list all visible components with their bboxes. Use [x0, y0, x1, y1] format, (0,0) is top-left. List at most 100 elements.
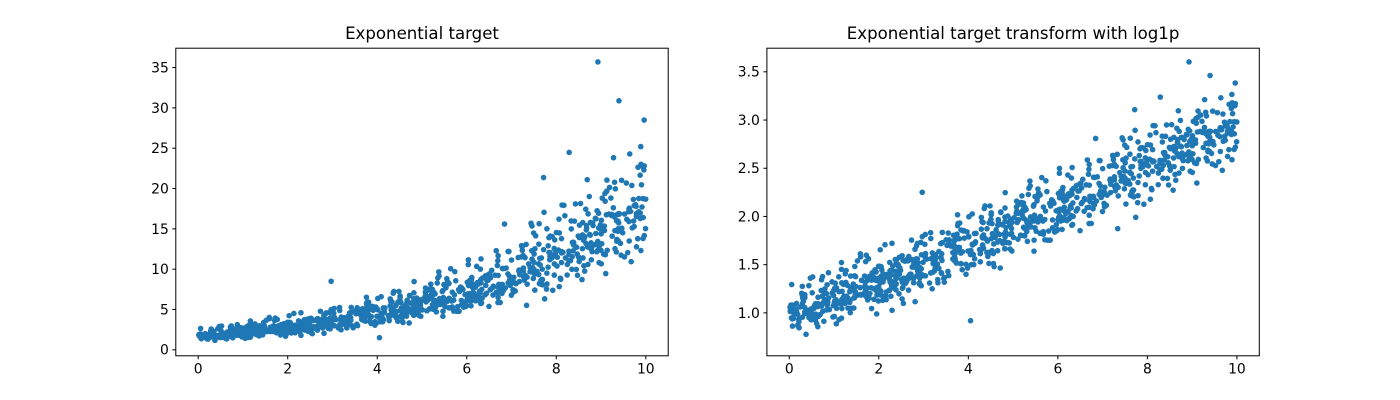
data-point: [927, 229, 934, 236]
data-point: [1186, 59, 1192, 65]
data-point: [818, 301, 825, 308]
data-point: [417, 299, 424, 305]
data-point: [958, 260, 964, 267]
data-point: [868, 277, 875, 283]
data-point: [1077, 227, 1083, 234]
data-point: [1027, 178, 1033, 184]
data-point: [845, 305, 851, 311]
data-point: [641, 117, 647, 123]
data-point: [1107, 189, 1114, 196]
data-point: [462, 303, 469, 310]
x-tick-label: 0: [194, 361, 203, 377]
data-point: [825, 269, 832, 276]
data-point: [627, 208, 634, 215]
y-tick-label: 3.5: [738, 65, 760, 81]
data-point: [495, 257, 501, 264]
data-point: [1096, 180, 1102, 187]
data-point: [888, 282, 895, 289]
data-point: [831, 313, 838, 320]
data-point: [951, 237, 957, 244]
data-point: [1230, 124, 1236, 130]
data-point: [621, 211, 628, 217]
data-point: [984, 249, 990, 256]
data-point: [971, 255, 978, 262]
x-tick-label: 6: [1053, 361, 1062, 377]
data-point: [467, 297, 473, 304]
data-point: [1193, 120, 1200, 127]
data-point: [1134, 199, 1141, 206]
data-point: [538, 255, 545, 261]
data-point: [626, 238, 632, 244]
data-point: [422, 285, 429, 291]
data-point: [880, 271, 886, 278]
data-point: [1118, 178, 1124, 184]
data-point: [1224, 123, 1230, 130]
data-point: [582, 206, 589, 212]
data-point: [439, 288, 446, 295]
data-point: [813, 320, 820, 327]
data-point: [1013, 198, 1020, 204]
data-point: [945, 272, 952, 279]
data-point: [912, 246, 918, 253]
data-point: [1224, 153, 1231, 160]
data-point: [367, 318, 373, 325]
data-point: [1205, 148, 1211, 155]
data-point: [500, 287, 507, 294]
data-point: [1147, 132, 1153, 138]
data-point: [941, 274, 948, 281]
data-point: [331, 305, 337, 312]
data-point: [447, 265, 454, 272]
data-point: [230, 329, 237, 336]
data-point: [1229, 156, 1235, 163]
data-point: [836, 274, 842, 280]
data-point: [389, 305, 396, 312]
data-point: [392, 314, 399, 320]
data-point: [376, 334, 383, 341]
data-point: [916, 266, 922, 272]
data-point: [1193, 115, 1199, 122]
data-point: [1157, 166, 1163, 173]
data-point: [633, 203, 639, 210]
data-point: [1028, 224, 1034, 230]
data-point: [838, 315, 845, 321]
data-point: [549, 287, 556, 294]
data-point: [818, 287, 824, 294]
axes-right: 0 2 4 6 8 10 1.0 1.5 2.0 2.5 3.0 3.5 Exponential tar…: [738, 24, 1260, 377]
data-point: [584, 176, 591, 183]
data-point: [830, 292, 837, 299]
data-point: [1172, 177, 1179, 184]
data-point: [847, 287, 854, 293]
scatter-points-right: [787, 59, 1240, 338]
data-point: [883, 296, 889, 303]
data-point: [635, 195, 642, 202]
data-point: [611, 179, 618, 186]
data-point: [1081, 208, 1087, 215]
data-point: [530, 275, 537, 282]
data-point: [1108, 181, 1114, 188]
y-tick-label: 1.5: [738, 258, 760, 274]
data-point: [1122, 160, 1128, 166]
y-tick-label: 25: [151, 141, 169, 157]
data-point: [1219, 167, 1226, 174]
data-point: [1136, 152, 1143, 159]
data-point: [377, 318, 383, 325]
data-point: [633, 244, 640, 250]
data-point: [1167, 167, 1174, 173]
data-point: [601, 223, 608, 229]
data-point: [1076, 188, 1082, 194]
data-point: [1142, 181, 1149, 188]
data-point: [1216, 158, 1222, 165]
data-point: [852, 273, 859, 280]
data-point: [1201, 96, 1208, 103]
data-point: [1024, 238, 1031, 245]
data-point: [1099, 208, 1106, 215]
data-point: [619, 225, 625, 232]
data-point: [588, 256, 595, 263]
data-point: [945, 268, 951, 275]
data-point: [919, 189, 926, 196]
data-point: [1174, 125, 1180, 132]
data-point: [899, 296, 905, 302]
data-point: [328, 278, 334, 285]
data-point: [1179, 150, 1185, 156]
data-point: [450, 297, 457, 303]
